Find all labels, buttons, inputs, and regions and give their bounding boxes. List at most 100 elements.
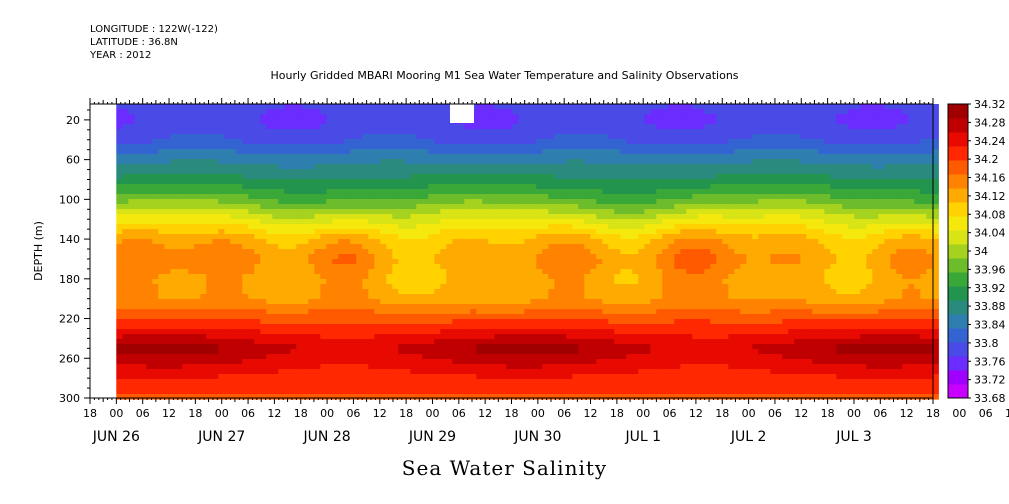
heatmap-cell: [296, 294, 303, 300]
heatmap-cell: [170, 124, 177, 130]
heatmap-cell: [140, 374, 147, 380]
heatmap-cell: [470, 129, 477, 135]
heatmap-cell: [380, 199, 387, 205]
heatmap-cell: [326, 254, 333, 260]
heatmap-cell: [266, 109, 273, 115]
heatmap-cell: [194, 154, 201, 160]
heatmap-cell: [248, 109, 255, 115]
heatmap-cell: [206, 284, 213, 290]
heatmap-cell: [200, 284, 207, 290]
heatmap-cell: [248, 159, 255, 165]
heatmap-cell: [494, 384, 501, 390]
heatmap-cell: [158, 379, 165, 385]
heatmap-cell: [200, 234, 207, 240]
heatmap-cell: [458, 294, 465, 300]
heatmap-cell: [452, 359, 459, 365]
heatmap-cell: [548, 244, 555, 250]
heatmap-cell: [416, 364, 423, 370]
heatmap-cell: [524, 134, 531, 140]
heatmap-cell: [350, 374, 357, 380]
heatmap-cell: [242, 259, 249, 265]
heatmap-cell: [452, 344, 459, 350]
heatmap-cell: [554, 124, 561, 130]
heatmap-cell: [176, 134, 183, 140]
heatmap-cell: [500, 189, 507, 195]
heatmap-cell: [254, 299, 261, 305]
heatmap-cell: [212, 234, 219, 240]
heatmap-cell: [578, 239, 585, 245]
heatmap-cell: [578, 149, 585, 155]
heatmap-cell: [140, 289, 147, 295]
heatmap-cell: [602, 229, 609, 235]
heatmap-cell: [470, 174, 477, 180]
heatmap-cell: [542, 299, 549, 305]
heatmap-cell: [344, 179, 351, 185]
heatmap-cell: [194, 374, 201, 380]
heatmap-cell: [266, 169, 273, 175]
heatmap-cell: [332, 334, 339, 340]
heatmap-cell: [338, 264, 345, 270]
heatmap-cell: [200, 114, 207, 120]
heatmap-cell: [614, 169, 621, 175]
heatmap-cell: [242, 379, 249, 385]
heatmap-cell: [350, 304, 357, 310]
heatmap-cell: [458, 224, 465, 230]
heatmap-cell: [590, 194, 597, 200]
heatmap-cell: [392, 114, 399, 120]
heatmap-cell: [206, 354, 213, 360]
heatmap-cell: [266, 184, 273, 190]
heatmap-cell: [518, 279, 525, 285]
heatmap-cell: [608, 124, 615, 130]
heatmap-cell: [326, 299, 333, 305]
heatmap-cell: [140, 139, 147, 145]
heatmap-cell: [362, 289, 369, 295]
heatmap-cell: [380, 379, 387, 385]
heatmap-cell: [398, 219, 405, 225]
heatmap-cell: [290, 389, 297, 395]
heatmap-cell: [140, 389, 147, 395]
heatmap-cell: [224, 169, 231, 175]
heatmap-cell: [338, 159, 345, 165]
heatmap-cell: [536, 134, 543, 140]
heatmap-cell: [584, 274, 591, 280]
heatmap-cell: [218, 344, 225, 350]
heatmap-cell: [380, 254, 387, 260]
heatmap-cell: [320, 389, 327, 395]
heatmap-cell: [596, 199, 603, 205]
heatmap-cell: [446, 109, 453, 115]
heatmap-cell: [254, 129, 261, 135]
heatmap-cell: [542, 349, 549, 355]
heatmap-cell: [266, 249, 273, 255]
heatmap-cell: [542, 364, 549, 370]
heatmap-cell: [116, 284, 123, 290]
heatmap-cell: [242, 179, 249, 185]
heatmap-cell: [512, 319, 519, 325]
heatmap-cell: [164, 294, 171, 300]
heatmap-cell: [158, 199, 165, 205]
heatmap-cell: [434, 304, 441, 310]
heatmap-cell: [440, 284, 447, 290]
heatmap-cell: [518, 129, 525, 135]
heatmap-cell: [302, 319, 309, 325]
heatmap-cell: [314, 224, 321, 230]
heatmap-cell: [560, 369, 567, 375]
heatmap-cell: [284, 264, 291, 270]
heatmap-cell: [116, 289, 123, 295]
heatmap-cell: [350, 319, 357, 325]
heatmap-cell: [416, 264, 423, 270]
heatmap-cell: [170, 284, 177, 290]
heatmap-cell: [170, 354, 177, 360]
heatmap-cell: [236, 154, 243, 160]
heatmap-cell: [296, 274, 303, 280]
heatmap-cell: [536, 354, 543, 360]
heatmap-cell: [446, 114, 453, 120]
heatmap-cell: [350, 104, 357, 110]
heatmap-cell: [566, 104, 573, 110]
heatmap-cell: [224, 289, 231, 295]
heatmap-cell: [470, 239, 477, 245]
heatmap-cell: [542, 199, 549, 205]
heatmap-cell: [296, 224, 303, 230]
heatmap-cell: [536, 289, 543, 295]
heatmap-cell: [134, 389, 141, 395]
heatmap-cell: [572, 194, 579, 200]
